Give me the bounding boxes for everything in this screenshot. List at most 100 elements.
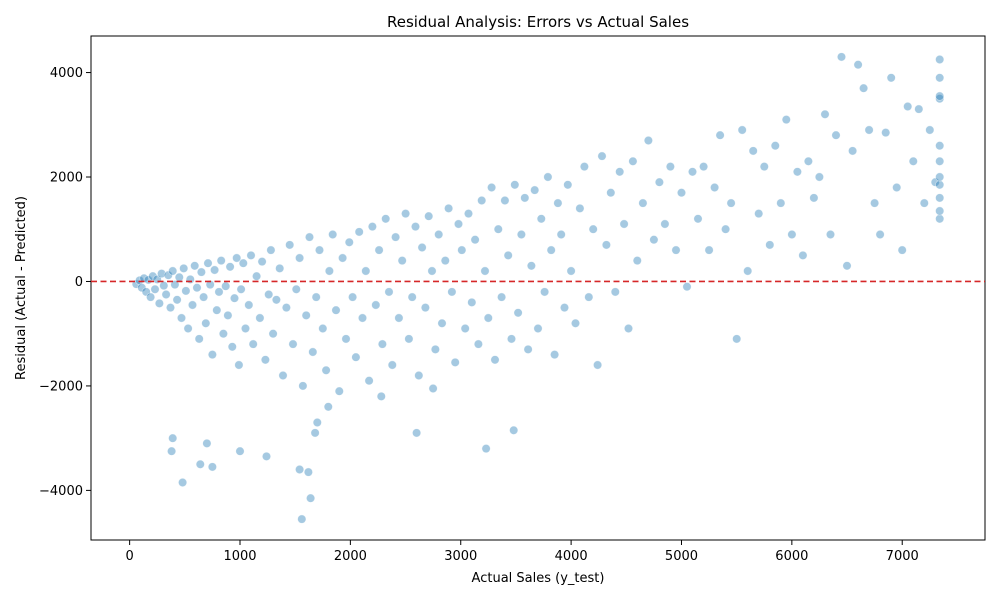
data-point xyxy=(935,156,945,166)
data-point xyxy=(344,237,354,247)
data-point xyxy=(148,271,158,281)
data-point xyxy=(798,250,808,260)
data-point xyxy=(221,281,231,291)
data-point xyxy=(803,156,813,166)
data-point xyxy=(754,209,764,219)
data-point xyxy=(223,310,233,320)
data-point xyxy=(167,446,177,456)
data-point xyxy=(241,323,251,333)
data-point xyxy=(404,334,414,344)
data-point xyxy=(194,334,204,344)
data-point xyxy=(638,198,648,208)
data-point xyxy=(699,162,709,172)
data-point xyxy=(908,156,918,166)
data-point xyxy=(354,227,364,237)
data-point xyxy=(232,253,242,263)
y-tick-label: −4000 xyxy=(39,484,83,499)
data-point xyxy=(417,243,427,253)
data-point xyxy=(919,198,929,208)
data-point xyxy=(374,245,384,255)
y-tick-label: 0 xyxy=(75,275,83,290)
data-point xyxy=(831,130,841,140)
x-tick-label: 0 xyxy=(125,549,133,564)
data-point xyxy=(776,198,786,208)
data-point xyxy=(177,313,187,323)
data-point xyxy=(178,477,188,487)
data-point xyxy=(268,329,278,339)
data-point xyxy=(202,438,212,448)
data-point xyxy=(935,180,945,190)
data-point xyxy=(218,329,228,339)
data-point xyxy=(338,253,348,263)
data-point xyxy=(298,381,308,391)
data-point xyxy=(665,162,675,172)
data-point xyxy=(246,250,256,260)
x-tick-label: 1000 xyxy=(223,549,256,564)
data-point xyxy=(792,167,802,177)
data-point xyxy=(559,303,569,313)
x-tick-label: 5000 xyxy=(665,549,698,564)
data-point xyxy=(588,224,598,234)
data-point xyxy=(493,224,503,234)
data-point xyxy=(480,266,490,276)
data-point xyxy=(207,350,217,360)
data-point xyxy=(201,318,211,328)
data-point xyxy=(682,282,692,292)
data-point xyxy=(141,287,151,297)
data-point xyxy=(935,94,945,104)
data-point xyxy=(281,303,291,313)
data-point xyxy=(506,334,516,344)
data-point xyxy=(174,272,184,282)
data-point xyxy=(261,451,271,461)
data-point xyxy=(935,141,945,151)
data-point xyxy=(704,245,714,255)
data-point xyxy=(864,125,874,135)
data-point xyxy=(203,258,213,268)
data-point xyxy=(579,162,589,172)
data-point xyxy=(490,355,500,365)
data-point xyxy=(260,355,270,365)
data-point xyxy=(563,180,573,190)
data-point xyxy=(935,193,945,203)
data-point xyxy=(168,266,178,276)
data-point xyxy=(935,73,945,83)
data-point xyxy=(384,287,394,297)
data-point xyxy=(168,433,178,443)
data-point xyxy=(236,284,246,294)
data-point xyxy=(487,183,497,193)
data-point xyxy=(842,261,852,271)
data-point xyxy=(477,196,487,206)
data-point xyxy=(196,267,206,277)
data-point xyxy=(935,91,945,101)
data-point xyxy=(481,444,491,454)
data-point xyxy=(463,209,473,219)
data-point xyxy=(437,318,447,328)
data-point xyxy=(318,323,328,333)
data-point xyxy=(453,219,463,229)
data-point xyxy=(925,125,935,135)
chart-title: Residual Analysis: Errors vs Actual Sale… xyxy=(387,13,689,31)
data-point xyxy=(848,146,858,156)
data-point xyxy=(606,188,616,198)
data-point xyxy=(660,219,670,229)
data-point xyxy=(161,289,171,299)
data-point xyxy=(257,257,267,267)
data-point xyxy=(210,265,220,275)
data-point xyxy=(503,250,513,260)
data-point xyxy=(765,240,775,250)
data-point xyxy=(371,300,381,310)
data-point xyxy=(483,313,493,323)
data-point xyxy=(693,214,703,224)
data-point xyxy=(473,339,483,349)
data-point xyxy=(295,253,305,263)
data-point xyxy=(199,292,209,302)
x-tick-label: 3000 xyxy=(444,549,477,564)
data-point xyxy=(566,266,576,276)
data-point xyxy=(314,245,324,255)
data-point xyxy=(285,240,295,250)
data-point xyxy=(179,263,189,273)
data-point xyxy=(188,300,198,310)
data-point xyxy=(428,383,438,393)
x-axis-ticks: 0 1000 2000 3000 4000 5000 6000 7000 xyxy=(125,540,919,564)
